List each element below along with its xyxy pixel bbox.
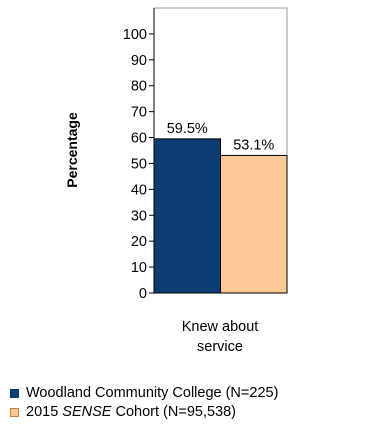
y-axis-ticks: 0 10 20 30 40 50 60 70 80 90 100	[123, 27, 154, 302]
y-tick-label: 50	[131, 156, 147, 172]
legend-item-cohort: 2015 SENSE Cohort (N=95,538)	[10, 403, 278, 422]
legend-label-woodland: Woodland Community College (N=225)	[26, 385, 279, 401]
y-tick-label: 80	[131, 79, 147, 95]
y-tick-label: 20	[131, 234, 147, 250]
legend-item-woodland: Woodland Community College (N=225)	[10, 384, 278, 403]
y-tick-label: 90	[131, 53, 147, 69]
y-axis-title: Percentage	[64, 112, 80, 188]
bar-series-0	[153, 138, 221, 294]
bar-series-1	[220, 154, 288, 294]
legend-label-cohort: 2015 SENSE Cohort (N=95,538)	[26, 404, 236, 420]
x-category-label-line2: service	[197, 339, 243, 355]
data-label-series-1: 53.1%	[233, 137, 274, 153]
y-tick-label: 100	[123, 27, 147, 43]
y-tick-label: 30	[131, 208, 147, 224]
y-tick-label: 40	[131, 182, 147, 198]
y-tick-label: 70	[131, 105, 147, 121]
data-label-series-0: 59.5%	[167, 121, 208, 137]
y-tick-label: 0	[139, 286, 147, 302]
legend-swatch-cohort	[10, 408, 19, 417]
data-labels: 59.5% 53.1%	[167, 121, 275, 154]
x-category-label-line1: Knew about	[182, 319, 259, 335]
bars	[153, 138, 288, 294]
legend-swatch-woodland	[10, 389, 19, 398]
y-tick-label: 60	[131, 131, 147, 147]
y-tick-label: 10	[131, 260, 147, 276]
bar-chart: 0 10 20 30 40 50 60 70 80 90 100 59.5% 53.1% Percen…	[64, 7, 288, 355]
legend: Woodland Community College (N=225) 2015 …	[10, 384, 278, 422]
